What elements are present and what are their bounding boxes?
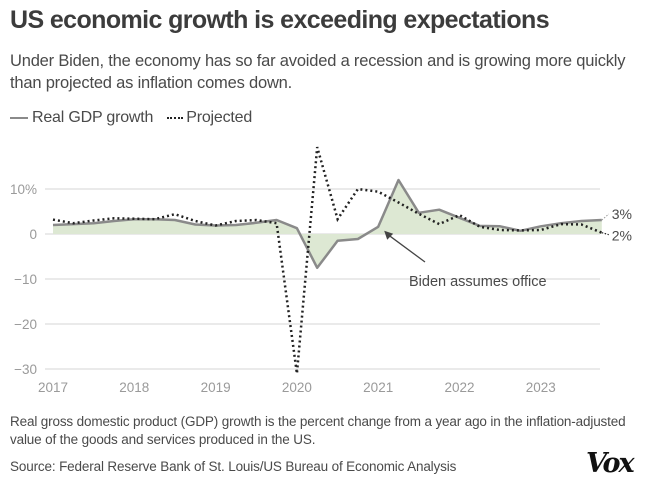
x-tick-label: 2017 bbox=[38, 380, 68, 395]
legend-dotted-swatch bbox=[167, 117, 184, 119]
arrow-head-icon bbox=[384, 230, 394, 240]
annotation-label: Biden assumes office bbox=[409, 274, 547, 290]
projected-line bbox=[52, 146, 603, 374]
x-tick-label: 2021 bbox=[363, 380, 393, 395]
x-axis-ticks: 2017 2018 2019 2020 2021 2022 2023 bbox=[38, 380, 556, 395]
x-tick-label: 2019 bbox=[201, 380, 231, 395]
x-tick-label: 2020 bbox=[282, 380, 312, 395]
y-tick-label: −30 bbox=[14, 362, 37, 377]
end-label-leader bbox=[601, 213, 610, 221]
end-label-projected: 2% bbox=[612, 228, 632, 244]
x-tick-label: 2022 bbox=[444, 380, 474, 395]
end-label-leader bbox=[601, 232, 609, 236]
end-labels: 3%2% bbox=[601, 206, 632, 244]
annotation-arrow-line bbox=[387, 234, 426, 263]
end-label-real: 3% bbox=[612, 206, 632, 222]
legend-real-label: Real GDP growth bbox=[32, 109, 154, 126]
y-axis-ticks: 10% 0 −10 −20 −30 bbox=[10, 182, 37, 377]
annotation: Biden assumes office bbox=[384, 230, 547, 290]
chart-footnote: Real gross domestic product (GDP) growth… bbox=[10, 414, 626, 447]
legend-projected-label: Projected bbox=[186, 109, 253, 126]
y-tick-label: 0 bbox=[29, 227, 37, 242]
vox-logo: Vox bbox=[586, 448, 635, 479]
real-gdp-fill-area bbox=[53, 180, 602, 268]
x-tick-label: 2023 bbox=[526, 380, 556, 395]
x-tick-label: 2018 bbox=[119, 380, 149, 395]
y-tick-label: −20 bbox=[14, 317, 37, 332]
chart-subtitle: Under Biden, the economy has so far avoi… bbox=[10, 52, 626, 92]
y-tick-label: 10% bbox=[10, 182, 37, 197]
legend-solid-swatch bbox=[10, 117, 28, 119]
source-line: Source: Federal Reserve Bank of St. Loui… bbox=[10, 459, 457, 474]
legend: Real GDP growth Projected bbox=[10, 109, 252, 127]
y-tick-label: −10 bbox=[14, 272, 37, 287]
real-gdp-line bbox=[52, 178, 602, 270]
chart-title: US economic growth is exceeding expectat… bbox=[10, 6, 550, 34]
chart: 10%0−10−20−30 2017 2018 2019 2020 2021 2022 20… bbox=[10, 146, 632, 395]
